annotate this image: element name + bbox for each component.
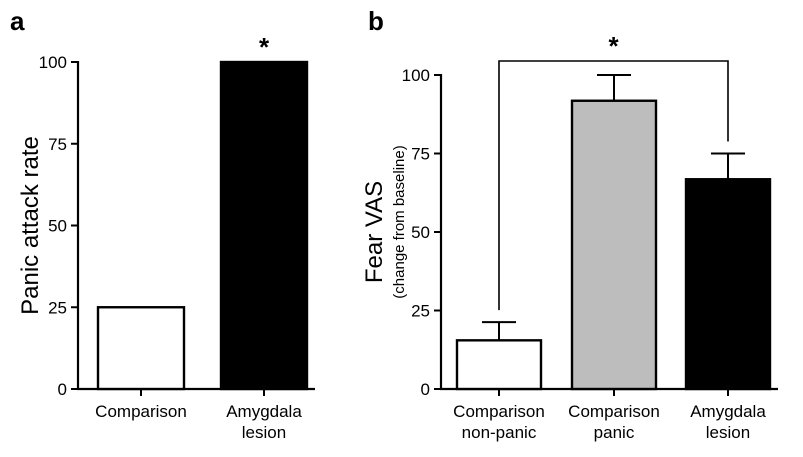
bar <box>96 306 186 391</box>
panel-a: a 0 25 50 75 100 Comparison Amygdala lesion Panic… <box>10 6 315 442</box>
bar <box>684 178 772 391</box>
y-tick-label: 0 <box>421 380 430 399</box>
bar <box>219 60 309 391</box>
bar <box>570 99 658 391</box>
y-tick-label: 75 <box>411 145 430 164</box>
y-tick-label: 25 <box>411 302 430 321</box>
category-label: Comparison panic <box>568 402 660 442</box>
y-tick-label: 50 <box>411 223 430 242</box>
panel-letter: b <box>368 6 384 36</box>
significance-star: * <box>259 32 270 62</box>
y-axis-title: Panic attack rate <box>17 136 44 315</box>
significance-star: * <box>608 31 619 61</box>
category-label: Comparison non-panic <box>453 402 545 442</box>
panel-letter: a <box>10 6 25 36</box>
category-label: Amygdala lesion <box>690 402 766 442</box>
y-tick-label: 100 <box>39 53 67 72</box>
y-tick-label: 0 <box>58 380 67 399</box>
panel-b: b 0 25 50 75 100 Comparison non-panic Comparison… <box>361 6 778 442</box>
y-tick-label: 75 <box>48 135 67 154</box>
y-tick-label: 25 <box>48 298 67 317</box>
category-label: Amygdala lesion <box>226 402 302 442</box>
y-axis-subtitle: (change from baseline) <box>391 145 408 298</box>
significance-bracket <box>498 60 729 311</box>
y-tick-label: 50 <box>48 217 67 236</box>
bar <box>455 339 543 391</box>
category-label: Comparison <box>95 402 187 421</box>
y-axis-title: Fear VAS <box>361 181 388 283</box>
y-tick-label: 100 <box>402 66 430 85</box>
